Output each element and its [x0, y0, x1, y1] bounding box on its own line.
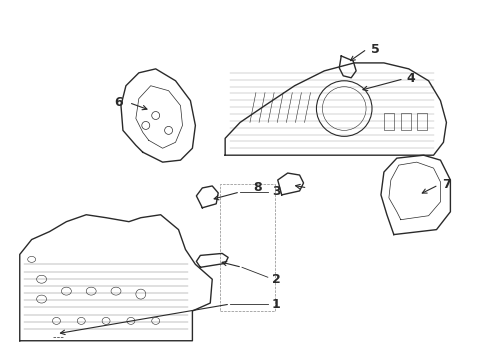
Text: 8: 8 — [253, 181, 262, 194]
Text: 5: 5 — [371, 42, 380, 55]
Bar — [384, 113, 394, 130]
Text: 2: 2 — [272, 273, 281, 286]
Text: 1: 1 — [272, 297, 281, 311]
Bar — [401, 113, 411, 130]
Text: 7: 7 — [442, 179, 451, 192]
Text: 4: 4 — [407, 72, 416, 85]
Text: 6: 6 — [114, 96, 123, 109]
Text: 3: 3 — [272, 185, 280, 198]
Bar — [416, 113, 427, 130]
